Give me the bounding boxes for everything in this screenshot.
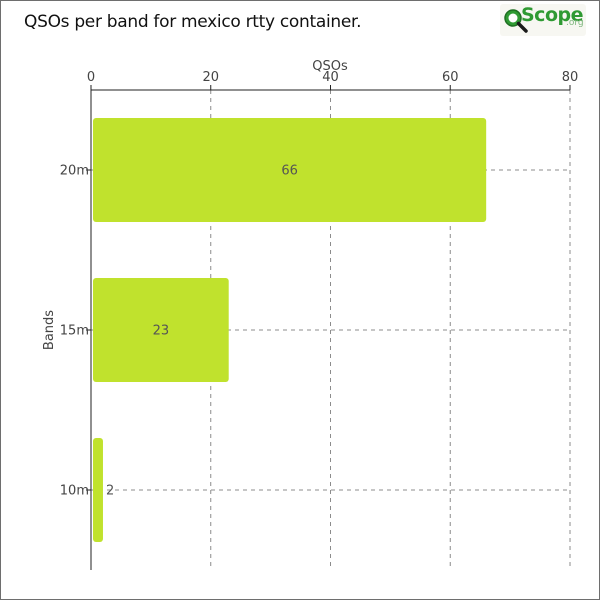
chart-title: QSOs per band for mexico rtty container.: [24, 12, 362, 32]
x-tick-label: 20: [202, 70, 219, 85]
axes: [86, 85, 571, 570]
y-tick-label: 20m: [60, 164, 89, 179]
bar-value-label: 2: [106, 484, 114, 499]
x-tick-label: 80: [562, 70, 579, 85]
y-tick-label: 15m: [60, 324, 89, 339]
bar-20m[interactable]: [93, 118, 487, 222]
logo-text: Scope: [521, 4, 584, 26]
logo-suffix: .org: [566, 18, 584, 28]
y-axis-label: Bands: [42, 310, 57, 350]
y-tick-label: 10m: [60, 484, 89, 499]
bar-10m[interactable]: [93, 438, 103, 542]
x-axis-label: QSOs: [312, 59, 348, 74]
x-tick-label: 40: [322, 70, 339, 85]
magnifier-q-logo-icon: [504, 9, 528, 33]
bar-value-label: 23: [153, 324, 170, 339]
x-tick-label: 0: [87, 70, 95, 85]
bar-15m[interactable]: [93, 278, 229, 382]
x-tick-label: 60: [442, 70, 459, 85]
bars: [93, 118, 487, 542]
bar-value-label: 66: [281, 164, 298, 179]
labels: 0 20 40 60 80 66 20m 23 15m 2 10m: [60, 70, 578, 499]
